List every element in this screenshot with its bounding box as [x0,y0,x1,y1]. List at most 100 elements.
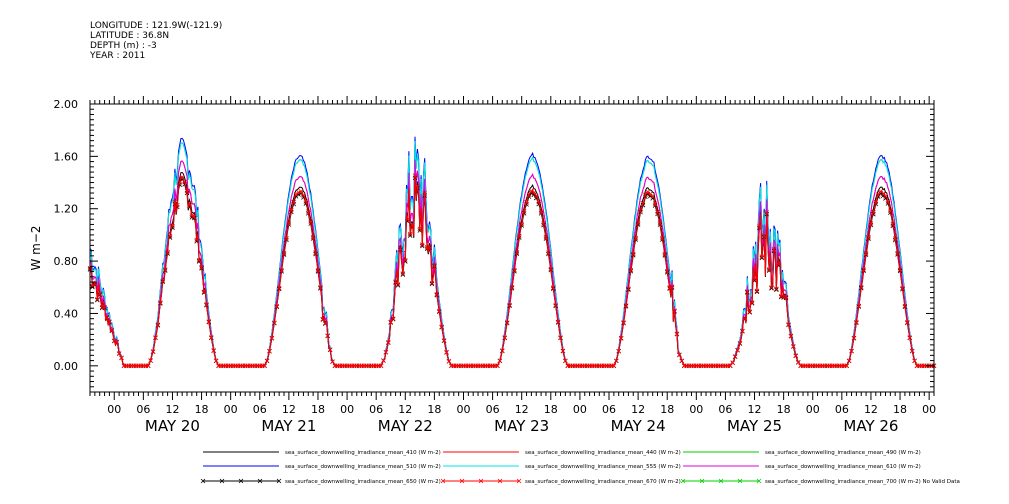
data-marker [618,335,624,341]
data-marker [909,348,915,354]
data-marker [538,209,544,214]
data-marker [533,193,539,199]
data-marker [296,190,301,195]
data-marker [153,335,158,340]
legend: sea_surface_downwelling_irradiance_mean_… [200,450,960,485]
data-marker [204,302,209,307]
data-marker [747,309,752,314]
data-marker [419,243,425,249]
data-marker [543,234,549,240]
data-marker [657,220,663,226]
data-marker [907,335,913,340]
data-marker [160,278,166,284]
data-marker [727,363,733,369]
y-tick-label: 0.80 [54,255,79,268]
data-marker [111,338,117,344]
data-marker [674,331,680,337]
latitude-label: LATITUDE : 36.8N [90,31,170,41]
x-tick-label: 06 [602,403,616,416]
data-marker [167,233,173,239]
x-tick-label: 12 [165,403,179,416]
data-marker [439,324,444,330]
x-tick-label: 00 [107,403,121,416]
x-tick-label: 18 [311,403,325,416]
data-marker [429,281,435,287]
data-marker [162,267,168,272]
data-marker [500,348,505,354]
data-marker [279,267,284,273]
x-day-label: MAY 22 [378,417,433,435]
legend-marker [718,478,724,484]
data-marker [267,348,272,354]
data-marker [764,210,769,215]
data-marker [102,304,107,310]
data-marker [94,297,100,302]
y-tick-label: 0.00 [54,360,79,373]
data-marker [546,250,551,255]
data-marker [97,291,102,297]
legend-marker [756,478,762,484]
data-marker [791,344,796,349]
data-marker [735,347,740,353]
x-tick-label: 00 [340,403,354,416]
data-marker [497,358,503,364]
data-marker [187,201,192,206]
data-marker [119,355,124,361]
x-tick-label: 12 [515,403,529,416]
data-marker [182,179,187,185]
data-marker [766,267,772,272]
data-marker [516,233,522,239]
data-marker [783,294,789,300]
data-marker [669,284,675,289]
data-marker [170,223,175,229]
data-marker [158,300,163,305]
data-marker [548,266,554,272]
data-marker [640,200,646,206]
data-marker [395,283,401,288]
data-marker [752,277,757,282]
x-tick-label: 12 [748,403,762,416]
data-marker [179,174,185,180]
data-marker [769,286,774,291]
data-marker [412,173,418,178]
data-marker [395,282,401,287]
data-marker [509,285,515,290]
data-marker [774,287,779,292]
data-marker [114,339,119,345]
data-marker [788,333,794,339]
axis-labels: 0.00 0.40 0.80 1.20 1.60 2.00 00 06 12 18 00 06 12 18… [54,98,937,435]
data-marker [417,228,423,233]
x-tick-label: 18 [544,403,558,416]
data-marker [633,235,638,241]
legend-marker [497,478,503,484]
legend-label: sea_surface_downwelling_irradiance_mean_… [285,450,441,456]
data-marker [495,363,500,369]
data-marker [875,192,881,197]
data-marker [109,327,115,333]
legend-label: sea_surface_downwelling_irradiance_mean_… [285,464,441,470]
data-marker [378,363,384,369]
legend-label: sea_surface_downwelling_irradiance_mean_… [765,479,960,485]
data-marker [407,233,413,238]
axis-ticks [89,96,935,400]
x-tick-label: 12 [282,403,296,416]
x-day-label: MAY 25 [727,417,782,435]
data-marker [150,349,156,354]
data-marker [330,359,335,364]
data-marker [521,209,527,214]
x-tick-label: 18 [195,403,209,416]
data-marker [900,286,905,291]
data-marker [325,333,330,338]
x-tick-label: 06 [369,403,383,416]
x-tick-label: 06 [718,403,732,416]
x-tick-label: 18 [893,403,907,416]
legend-label: sea_surface_downwelling_irradiance_mean_… [765,464,921,470]
data-marker [866,234,871,240]
legend-marker [440,478,446,484]
data-marker [407,231,413,237]
plot-frame [89,103,935,393]
data-marker [635,220,641,226]
data-marker [871,210,876,215]
data-marker [274,303,280,309]
